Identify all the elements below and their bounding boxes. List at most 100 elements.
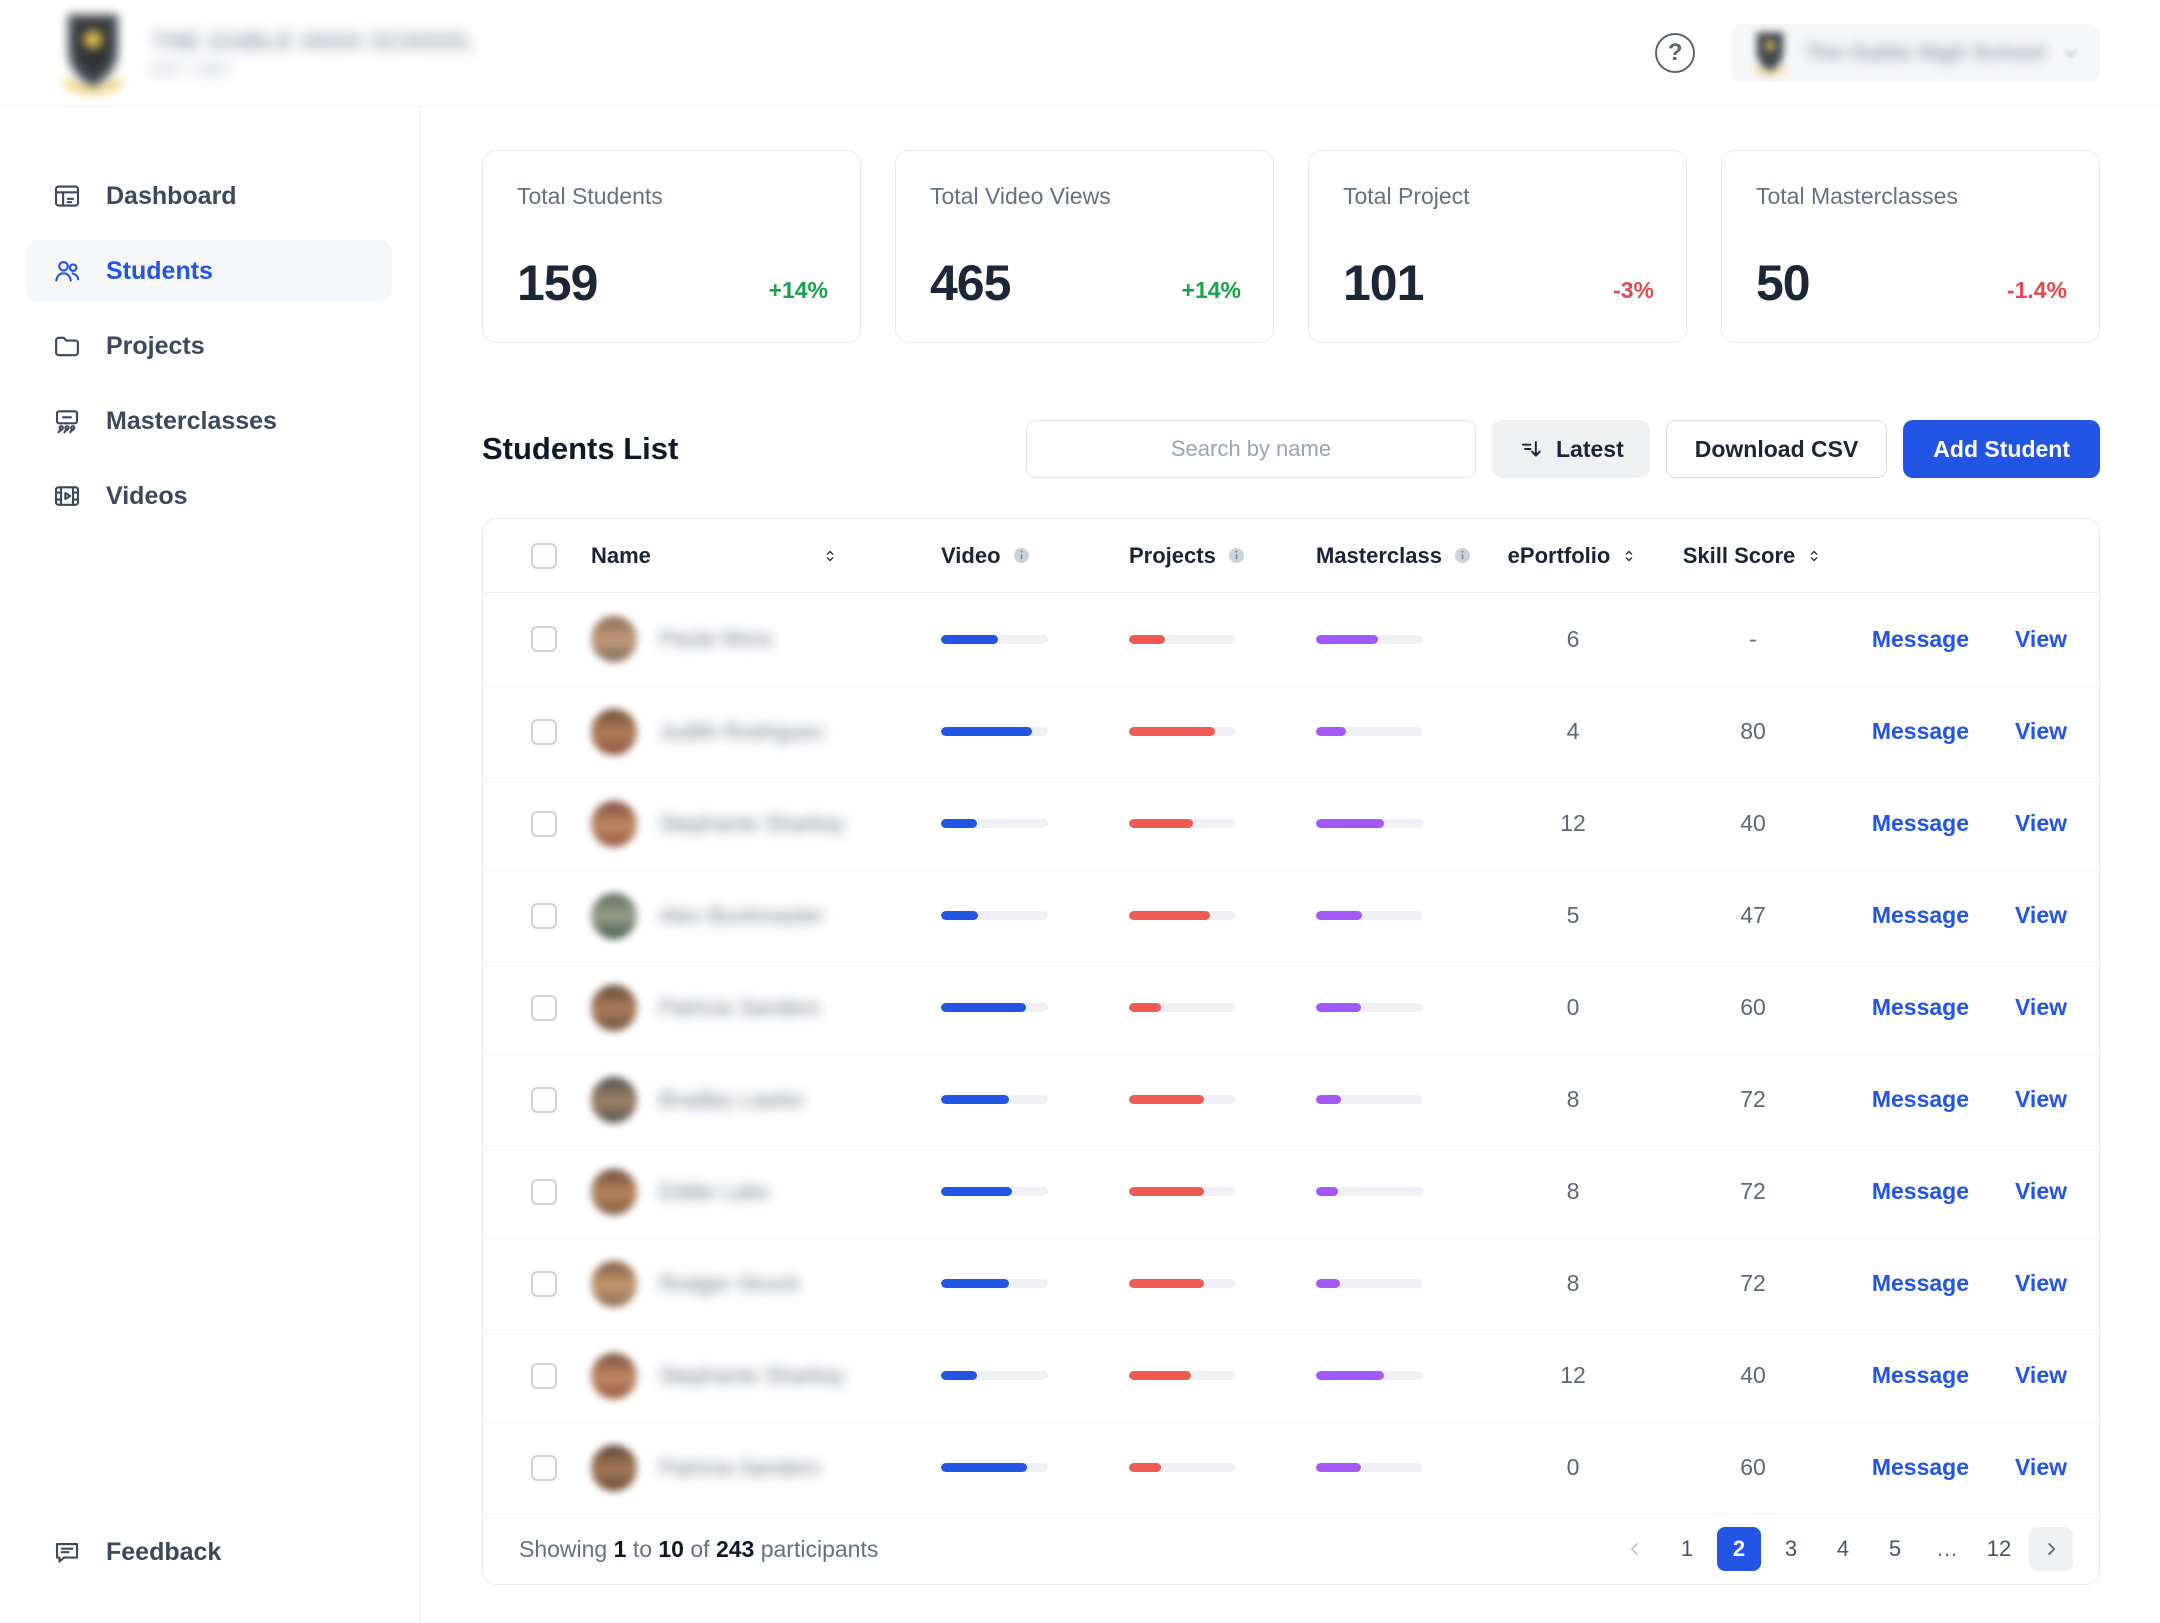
- skill-score-value: 40: [1740, 810, 1766, 836]
- sidebar-item-masterclasses[interactable]: Masterclasses: [26, 390, 392, 452]
- student-name: Alex Buckmaster: [659, 902, 825, 928]
- row-checkbox[interactable]: [531, 1454, 557, 1481]
- help-icon[interactable]: ?: [1655, 33, 1696, 73]
- message-link[interactable]: Message: [1871, 902, 1969, 928]
- row-checkbox[interactable]: [531, 1086, 557, 1113]
- sort-latest-label: Latest: [1555, 435, 1624, 462]
- row-checkbox[interactable]: [531, 1178, 557, 1205]
- stat-value: 159: [517, 255, 598, 311]
- table-row: Paula Mora 6 - Message View: [483, 593, 2099, 685]
- message-link[interactable]: Message: [1871, 625, 1969, 652]
- row-checkbox[interactable]: [531, 626, 557, 652]
- download-csv-button[interactable]: Download CSV: [1665, 420, 1888, 478]
- top-header: THE GABLE HIGH SCHOOL EST. 1892 ? The Ga…: [0, 0, 2160, 107]
- video-progress-bar: [941, 1463, 1048, 1472]
- view-link[interactable]: View: [2015, 625, 2067, 652]
- skill-score-value: 72: [1740, 1270, 1766, 1296]
- pagination: 1 2 3 4 5… 12: [1613, 1527, 2073, 1571]
- sort-latest-button[interactable]: Latest: [1491, 420, 1650, 478]
- view-link[interactable]: View: [2015, 1454, 2067, 1480]
- table-row: Eddie Lake 8 72 Message View: [483, 1145, 2099, 1237]
- view-link[interactable]: View: [2015, 718, 2067, 744]
- list-toolbar: Students List Latest Download CSV Add St…: [482, 420, 2100, 478]
- eportfolio-value: 6: [1566, 625, 1580, 652]
- stat-card-total-masterclasses: Total Masterclasses 50 -1.4%: [1721, 150, 2100, 343]
- view-link[interactable]: View: [2015, 1270, 2067, 1296]
- table-row: Patricia Sanders 0 60 Message View: [483, 1421, 2099, 1513]
- sidebar-feedback: Feedback: [0, 1521, 420, 1583]
- sidebar-item-videos[interactable]: Videos: [26, 465, 392, 527]
- video-progress-bar: [941, 1003, 1048, 1012]
- stat-label: Total Video Views: [930, 183, 1111, 209]
- sidebar-item-students[interactable]: Students: [26, 240, 392, 302]
- chevron-left-icon[interactable]: [1613, 1527, 1657, 1571]
- column-header-eportfolio[interactable]: ePortfolio: [1473, 543, 1673, 569]
- page-button[interactable]: 4: [1821, 1527, 1865, 1571]
- page-button[interactable]: 12: [1977, 1527, 2021, 1571]
- sort-updown-icon[interactable]: [821, 547, 839, 565]
- video-progress-bar: [941, 1095, 1048, 1104]
- info-icon[interactable]: [1011, 545, 1032, 566]
- sort-updown-icon[interactable]: [1805, 547, 1823, 565]
- view-link[interactable]: View: [2015, 810, 2067, 836]
- row-checkbox[interactable]: [531, 902, 557, 929]
- info-icon[interactable]: [1452, 545, 1473, 566]
- search-input[interactable]: [1050, 436, 1451, 462]
- message-link[interactable]: Message: [1871, 1086, 1969, 1112]
- row-checkbox[interactable]: [531, 1270, 557, 1297]
- video-progress-bar: [941, 1279, 1048, 1288]
- sort-updown-icon[interactable]: [1620, 547, 1638, 565]
- skill-score-value: 40: [1740, 1362, 1766, 1388]
- skill-score-value: 47: [1740, 902, 1766, 928]
- view-link[interactable]: View: [2015, 902, 2067, 928]
- column-label: Video: [941, 542, 1001, 568]
- students-table: Name Video Projects: [482, 518, 2100, 1585]
- add-student-button[interactable]: Add Student: [1903, 420, 2100, 478]
- row-checkbox[interactable]: [531, 1362, 557, 1389]
- sidebar-item-projects[interactable]: Projects: [26, 315, 392, 377]
- row-checkbox[interactable]: [531, 994, 557, 1021]
- view-link[interactable]: View: [2015, 1178, 2067, 1204]
- main-content: Total Students 159 +14% Total Video View…: [482, 107, 2100, 1585]
- message-link[interactable]: Message: [1871, 1454, 1969, 1480]
- projects-progress-bar: [1129, 1371, 1236, 1380]
- view-link[interactable]: View: [2015, 994, 2067, 1020]
- view-link[interactable]: View: [2015, 1086, 2067, 1112]
- masterclass-progress-bar: [1316, 911, 1423, 920]
- page-button[interactable]: 1: [1665, 1527, 1709, 1571]
- info-icon[interactable]: [1226, 545, 1247, 566]
- message-link[interactable]: Message: [1871, 1270, 1969, 1296]
- sidebar-item-label: Videos: [106, 481, 188, 510]
- eportfolio-value: 12: [1560, 810, 1586, 836]
- column-header-name[interactable]: Name: [591, 543, 941, 569]
- masterclass-progress-bar: [1316, 819, 1423, 828]
- row-checkbox[interactable]: [531, 718, 557, 745]
- message-link[interactable]: Message: [1871, 718, 1969, 744]
- students-icon: [55, 260, 80, 282]
- message-link[interactable]: Message: [1871, 994, 1969, 1020]
- video-progress-bar: [941, 634, 1048, 644]
- chevron-down-icon: [2060, 42, 2082, 64]
- feedback-icon: [55, 1542, 79, 1563]
- school-switcher[interactable]: The Gable High School: [1731, 24, 2100, 82]
- student-name: Judith Rodriguez: [659, 718, 825, 744]
- view-link[interactable]: View: [2015, 1362, 2067, 1388]
- feedback-button[interactable]: Feedback: [26, 1521, 392, 1583]
- table-row: Stephanie Sharkey 12 40 Message View: [483, 777, 2099, 869]
- chevron-right-icon[interactable]: [2029, 1527, 2073, 1571]
- eportfolio-value: 8: [1566, 1270, 1580, 1296]
- pagination-summary: Showing 1 to 10 of 243 participants: [519, 1535, 879, 1562]
- page-button[interactable]: 2: [1717, 1527, 1761, 1571]
- message-link[interactable]: Message: [1871, 1362, 1969, 1388]
- stat-label: Total Masterclasses: [1756, 183, 1958, 209]
- column-header-skill-score[interactable]: Skill Score: [1673, 543, 1833, 569]
- page-button[interactable]: 5: [1873, 1527, 1917, 1571]
- school-switcher-label: The Gable High School: [1805, 40, 2046, 65]
- table-row: Bradley Lawlor 8 72 Message View: [483, 1053, 2099, 1145]
- message-link[interactable]: Message: [1871, 810, 1969, 836]
- message-link[interactable]: Message: [1871, 1178, 1969, 1204]
- sidebar-item-dashboard[interactable]: Dashboard: [26, 165, 392, 227]
- select-all-checkbox[interactable]: [531, 542, 557, 569]
- row-checkbox[interactable]: [531, 810, 557, 837]
- page-button[interactable]: 3: [1769, 1527, 1813, 1571]
